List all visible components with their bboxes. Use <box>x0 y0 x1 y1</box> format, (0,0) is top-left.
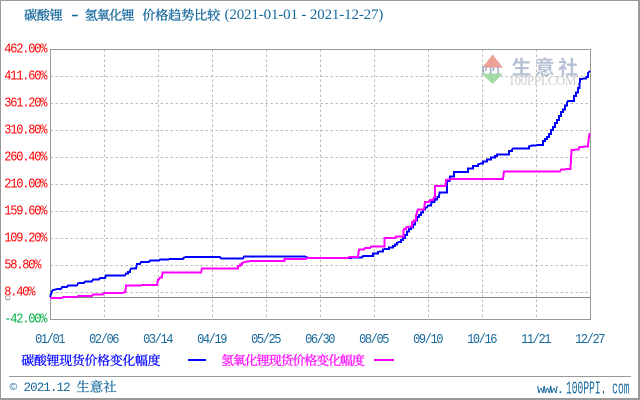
svg-text:PPI: PPI <box>482 67 502 77</box>
svg-text:100PPI.COM: 100PPI.COM <box>509 73 577 88</box>
